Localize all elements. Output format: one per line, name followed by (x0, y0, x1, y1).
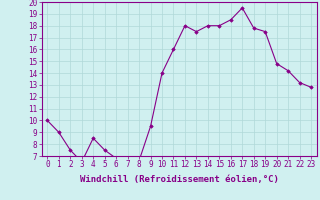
X-axis label: Windchill (Refroidissement éolien,°C): Windchill (Refroidissement éolien,°C) (80, 175, 279, 184)
